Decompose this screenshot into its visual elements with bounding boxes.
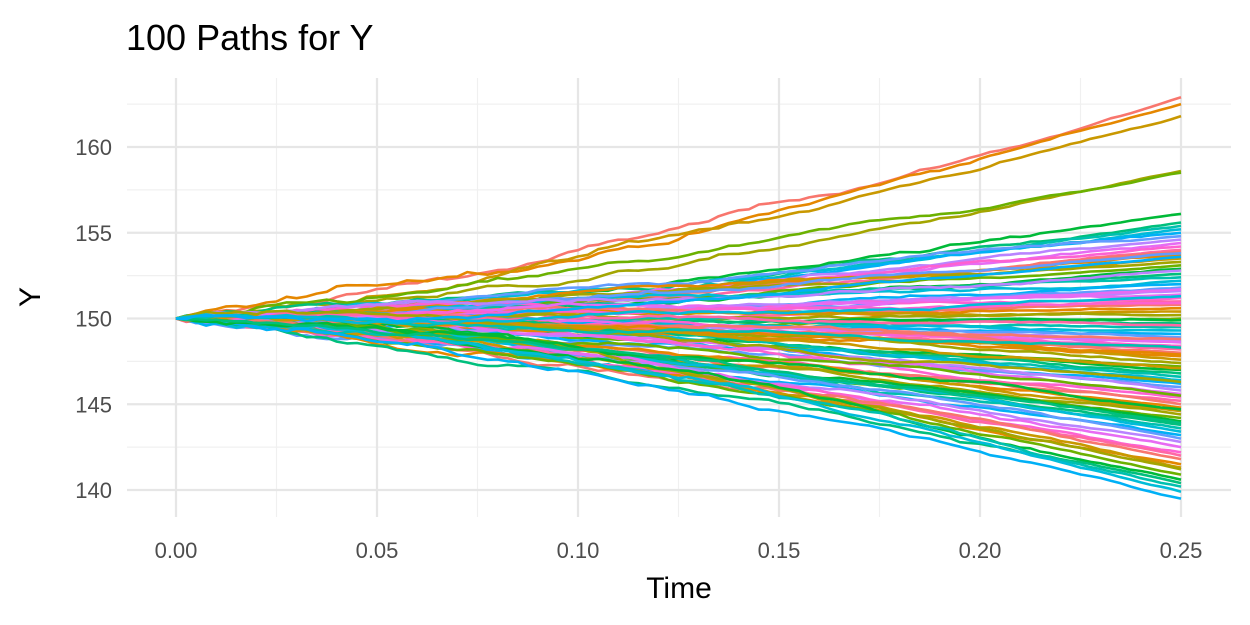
- series-line: [175, 102, 1182, 320]
- x-axis-ticks: 0.00 0.05 0.10 0.15 0.20 0.25: [155, 538, 1203, 563]
- chart-title: 100 Paths for Y: [126, 17, 374, 58]
- series-line: [175, 317, 1182, 425]
- series-line: [175, 317, 1182, 440]
- y-axis-ticks: 140 145 150 155 160: [75, 135, 112, 503]
- path-lines: [175, 96, 1182, 500]
- series-line: [175, 317, 1182, 500]
- y-tick-label: 160: [75, 135, 112, 160]
- x-tick-label: 0.10: [557, 538, 600, 563]
- series-line: [175, 96, 1182, 320]
- series-line: [175, 269, 1182, 320]
- series-line: [175, 171, 1182, 320]
- series-line: [175, 311, 1182, 327]
- y-tick-label: 140: [75, 478, 112, 503]
- x-tick-label: 0.15: [758, 538, 801, 563]
- series-line: [175, 255, 1182, 323]
- series-line: [175, 317, 1182, 493]
- y-tick-label: 150: [75, 307, 112, 332]
- x-axis-title: Time: [646, 572, 712, 605]
- series-line: [175, 314, 1182, 349]
- y-tick-label: 155: [75, 221, 112, 246]
- x-tick-label: 0.05: [356, 538, 399, 563]
- y-tick-label: 145: [75, 392, 112, 417]
- x-tick-label: 0.25: [1160, 538, 1203, 563]
- series-line: [175, 314, 1182, 488]
- y-axis-title: Y: [14, 287, 47, 307]
- x-tick-label: 0.00: [155, 538, 198, 563]
- series-line: [175, 309, 1182, 384]
- series-line: [175, 294, 1182, 325]
- x-tick-label: 0.20: [959, 538, 1002, 563]
